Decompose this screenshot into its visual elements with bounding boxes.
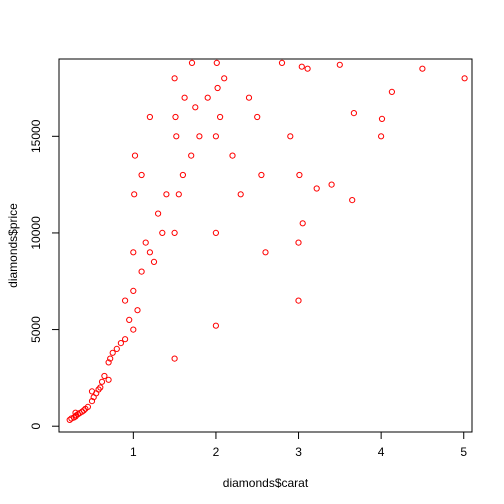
data-point <box>304 65 311 72</box>
data-point <box>101 372 108 380</box>
data-point <box>217 113 224 121</box>
data-point <box>105 376 112 383</box>
x-axis: 1 2 3 4 5 <box>130 431 467 459</box>
x-tick-label: 3 <box>295 445 302 459</box>
data-point <box>130 326 137 333</box>
data-point <box>131 191 138 198</box>
x-tick-label: 1 <box>130 445 137 459</box>
y-tick-label: 10000 <box>29 216 43 250</box>
data-point <box>295 297 302 304</box>
data-point <box>130 287 137 294</box>
data-point <box>213 59 220 67</box>
data-point <box>146 113 153 121</box>
data-point <box>171 229 178 236</box>
data-point <box>84 403 92 410</box>
data-point <box>196 133 203 140</box>
data-point <box>229 152 236 159</box>
data-point <box>192 104 199 111</box>
data-point <box>287 133 294 140</box>
data-point <box>134 307 141 314</box>
data-point <box>188 152 195 159</box>
data-point <box>188 59 196 67</box>
data-point <box>378 133 385 140</box>
plot-frame <box>58 58 473 433</box>
data-point <box>163 191 170 198</box>
data-point <box>97 384 104 391</box>
data-points <box>66 59 468 423</box>
y-tick-label: 0 <box>29 423 43 430</box>
data-point <box>172 113 179 121</box>
data-point <box>349 197 356 204</box>
data-point <box>296 171 303 179</box>
data-point <box>350 110 357 117</box>
data-point <box>245 94 253 101</box>
data-point <box>212 322 219 329</box>
data-point <box>212 133 219 140</box>
data-point <box>221 75 228 82</box>
data-point <box>173 133 180 140</box>
y-tick-label: 5000 <box>29 316 43 343</box>
x-tick-label: 5 <box>460 445 467 459</box>
y-tick-label: 15000 <box>29 119 43 153</box>
data-point <box>171 75 178 82</box>
data-point <box>313 185 320 192</box>
data-point <box>80 407 87 414</box>
data-point <box>98 378 106 385</box>
data-point <box>113 345 120 352</box>
data-point <box>179 171 186 179</box>
data-point <box>159 229 166 236</box>
data-point <box>146 249 153 256</box>
data-point <box>122 336 129 343</box>
data-point <box>278 59 286 67</box>
data-point <box>299 220 306 227</box>
data-point <box>328 181 335 188</box>
data-point <box>131 152 139 159</box>
data-point <box>105 359 112 366</box>
data-point <box>171 355 178 362</box>
y-axis: 0 5000 10000 15000 <box>29 119 60 430</box>
data-point <box>107 355 114 362</box>
x-tick-label: 2 <box>213 445 220 459</box>
data-point <box>175 191 182 198</box>
data-point <box>461 75 468 82</box>
data-point <box>117 340 125 347</box>
data-point <box>254 113 261 121</box>
data-point <box>122 297 129 304</box>
data-point <box>142 239 149 246</box>
data-point <box>130 249 137 256</box>
y-axis-title: diamonds$price <box>6 203 20 288</box>
data-point <box>214 84 221 92</box>
data-point <box>155 210 162 217</box>
data-point <box>204 94 211 101</box>
data-point <box>126 316 133 323</box>
data-point <box>298 63 305 70</box>
data-point <box>212 229 219 236</box>
data-point <box>388 88 395 96</box>
data-point <box>109 349 116 356</box>
data-point <box>181 94 188 101</box>
data-point <box>258 171 265 179</box>
data-point <box>378 115 386 123</box>
data-point <box>295 239 302 246</box>
x-tick-label: 4 <box>378 445 385 459</box>
data-point <box>138 171 145 179</box>
x-axis-title: diamonds$carat <box>223 476 309 490</box>
data-point <box>336 61 343 68</box>
data-point <box>150 258 158 265</box>
data-point <box>88 398 96 405</box>
data-point <box>262 249 269 256</box>
data-point <box>237 191 244 198</box>
data-point <box>419 65 426 72</box>
data-point <box>138 268 145 275</box>
